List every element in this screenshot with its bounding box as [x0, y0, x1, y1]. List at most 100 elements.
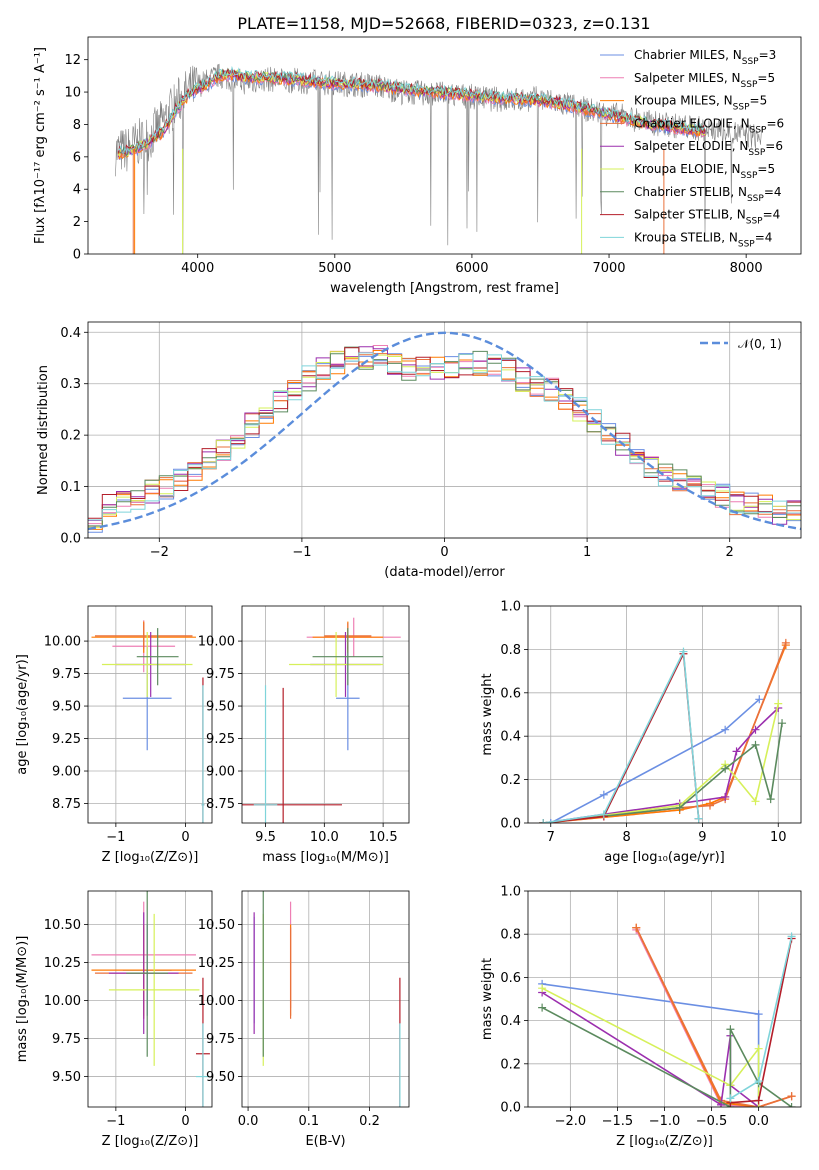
x-tick-label: 0.1 [298, 1114, 319, 1129]
y-tick-label: 10.00 [44, 635, 81, 650]
axes-frame [87, 36, 802, 255]
plot-area [242, 617, 401, 823]
y-tick-label: 0 [73, 248, 81, 263]
x-tick-label: 9.5 [255, 830, 276, 845]
x-tick-label: 0 [181, 1114, 189, 1129]
series-marker [599, 810, 608, 819]
series-line [541, 987, 760, 1107]
x-tick-label: 0 [181, 830, 189, 845]
histogram-step [88, 347, 801, 519]
series-marker [679, 647, 688, 656]
y-tick-label: 9.25 [52, 732, 81, 747]
y-tick-label: 0.3 [60, 377, 81, 392]
series-marker [787, 932, 796, 941]
series-marker [721, 725, 730, 734]
y-tick-label: 0.0 [60, 532, 81, 547]
plot-area [91, 891, 210, 1107]
y-tick-label: 2 [73, 215, 81, 230]
y-axis-label: Flux [fλ10⁻¹⁷ erg cm⁻² s⁻¹ A⁻¹] [33, 47, 48, 244]
y-axis-label: mass [log₁₀(M/M⊙)] [15, 936, 30, 1063]
series-line [635, 929, 792, 1107]
y-tick-label: 0.6 [500, 971, 521, 986]
series-marker [755, 695, 764, 704]
y-axis-label: mass weight [480, 958, 495, 1040]
y-tick-label: 0.2 [500, 1057, 521, 1072]
series-marker [721, 792, 730, 801]
y-tick-label: 0.8 [500, 643, 521, 658]
y-tick-label: 9.00 [52, 765, 81, 780]
series-marker [599, 790, 608, 799]
series-marker [721, 764, 730, 773]
series-line [543, 644, 787, 823]
y-tick-label: 0.4 [60, 326, 81, 341]
series-line [543, 644, 787, 823]
y-tick-label: 0.0 [500, 817, 521, 832]
panel-0: 4000 5000 6000 7000 8000 0 2 4 6 8 10 12 wavelength … [33, 36, 802, 296]
plot-area [538, 923, 796, 1107]
series-marker [726, 1094, 735, 1103]
y-tick-label: 0.1 [60, 480, 81, 495]
x-tick-label: 2 [726, 545, 734, 560]
y-tick-label: 9.50 [52, 700, 81, 715]
series-marker [781, 638, 790, 647]
x-tick-label: 6000 [455, 261, 488, 276]
x-axis-label: age [log₁₀(age/yr)] [604, 850, 725, 865]
series-line [543, 642, 787, 823]
legend-label: Chabrier STELIB, NSSP=4 [634, 185, 782, 204]
y-tick-label: 10 [64, 86, 81, 101]
plot-area [253, 891, 401, 1107]
axes-frame [87, 321, 802, 539]
y-tick-label: 8.75 [206, 797, 235, 812]
series-line [541, 983, 760, 1107]
panel-3: 9.5 10.0 10.5 8.75 9.00 9.25 9.50 9.75 10.00 mass… [198, 605, 410, 865]
series-marker [675, 803, 684, 812]
panel-4: 7 8 9 10 0.0 0.2 0.4 0.6 0.8 1.0 age [log₁₀(age/yr… [480, 600, 802, 865]
x-axis-label: wavelength [Angstrom, rest frame] [330, 281, 559, 296]
model-spectrum [118, 65, 706, 154]
histogram-step [88, 352, 801, 521]
x-axis-label: mass [log₁₀(M/M⊙)] [262, 850, 389, 865]
y-tick-label: 0.2 [500, 773, 521, 788]
x-tick-label: 10 [770, 830, 787, 845]
x-tick-label: 0 [440, 545, 448, 560]
series-line [635, 927, 792, 1107]
y-tick-label: 10.25 [44, 956, 81, 971]
series-marker [754, 1044, 763, 1053]
x-axis-label: Z [log₁₀(Z/Z⊙)] [102, 850, 199, 865]
y-axis-label: age [log₁₀(age/yr)] [15, 654, 30, 775]
plot-area [88, 331, 801, 533]
series-marker [751, 740, 760, 749]
series-line [543, 723, 783, 823]
series-marker [539, 819, 548, 823]
y-tick-label: 9.00 [206, 765, 235, 780]
series-line [635, 927, 792, 1107]
legend-label: Chabrier MILES, NSSP=3 [634, 48, 776, 67]
y-tick-label: 0.4 [500, 730, 521, 745]
y-tick-label: 6 [73, 150, 81, 165]
x-tick-label: 7 [547, 830, 555, 845]
y-tick-label: 9.75 [206, 1032, 235, 1047]
series-line [541, 1006, 793, 1107]
y-tick-label: 0.2 [60, 429, 81, 444]
panel-1: −2 −1 0 1 2 0.0 0.1 0.2 0.3 0.4 (data-model)/error… [36, 321, 802, 580]
x-tick-label: −1 [292, 545, 311, 560]
y-tick-label: 10.00 [44, 994, 81, 1009]
series-marker [751, 725, 760, 734]
y-tick-label: 0.4 [500, 1014, 521, 1029]
y-tick-label: 9.25 [206, 732, 235, 747]
series-marker [751, 797, 760, 806]
x-tick-label: −2.0 [555, 1114, 587, 1129]
series-marker [538, 984, 547, 993]
y-tick-label: 8 [73, 118, 81, 133]
legend-label: Salpeter STELIB, NSSP=4 [634, 208, 780, 227]
y-tick-label: 0.0 [500, 1101, 521, 1116]
panel-5: −1 0 9.50 9.75 10.00 10.25 10.50 Z [log₁₀(Z/Z⊙)… [15, 890, 213, 1149]
y-tick-label: 10.00 [198, 635, 235, 650]
series-marker [787, 1092, 796, 1101]
series-marker [754, 1096, 763, 1105]
axes-frame [527, 605, 802, 824]
x-tick-label: 0.0 [748, 1114, 769, 1129]
figure-title: PLATE=1158, MJD=52668, FIBERID=0323, z=0… [237, 14, 650, 33]
series-line [543, 648, 700, 823]
